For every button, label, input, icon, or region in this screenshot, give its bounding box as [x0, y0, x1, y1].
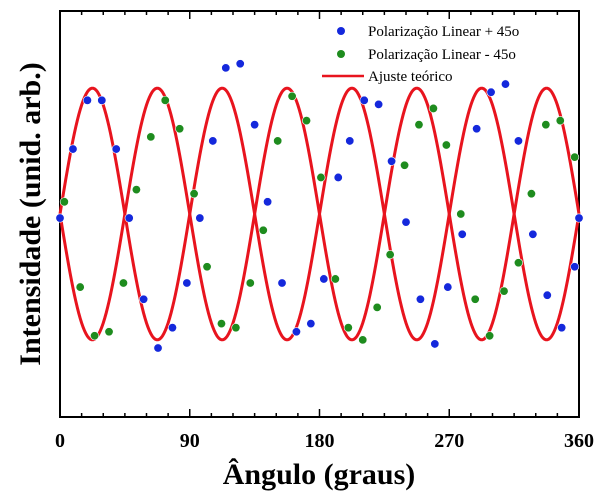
- point-green: [428, 103, 438, 113]
- point-blue: [345, 136, 355, 146]
- point-green: [555, 116, 565, 126]
- point-blue: [221, 63, 231, 73]
- point-blue: [319, 274, 329, 284]
- x-tick-label: 270: [434, 430, 464, 452]
- point-blue: [250, 120, 260, 130]
- y-axis-label: Intensidade (unid. arb.): [14, 62, 47, 365]
- point-green: [441, 140, 451, 150]
- point-green: [513, 258, 523, 268]
- legend-label-fit: Ajuste teórico: [368, 69, 453, 85]
- point-green: [231, 323, 241, 333]
- point-green: [59, 197, 69, 207]
- point-blue: [111, 144, 121, 154]
- point-green: [287, 91, 297, 101]
- point-blue: [557, 323, 567, 333]
- point-green: [118, 278, 128, 288]
- point-green: [245, 278, 255, 288]
- point-blue: [513, 136, 523, 146]
- point-green: [372, 302, 382, 312]
- point-green: [146, 132, 156, 142]
- point-blue: [306, 319, 316, 329]
- x-tick-label: 360: [564, 430, 594, 452]
- point-blue: [139, 294, 149, 304]
- point-blue: [528, 229, 538, 239]
- point-blue: [415, 294, 425, 304]
- point-green: [258, 225, 268, 235]
- x-axis-label: Ângulo (graus): [223, 458, 416, 491]
- point-blue: [55, 213, 65, 223]
- legend-marker-green: [337, 50, 345, 58]
- point-blue: [359, 95, 369, 105]
- fit-curves: [58, 86, 581, 342]
- point-blue: [457, 229, 467, 239]
- point-green: [343, 323, 353, 333]
- point-blue: [542, 290, 552, 300]
- legend: Polarização Linear + 45o Polarização Lin…: [322, 24, 519, 85]
- x-tick-label: 180: [305, 430, 335, 452]
- point-green: [175, 124, 185, 134]
- point-blue: [430, 339, 440, 349]
- point-blue: [333, 172, 343, 182]
- point-green: [189, 189, 199, 199]
- point-blue: [500, 79, 510, 89]
- point-green: [385, 250, 395, 260]
- point-blue: [153, 343, 163, 353]
- point-green: [90, 331, 100, 341]
- legend-label-green: Polarização Linear - 45o: [368, 47, 516, 63]
- point-green: [75, 282, 85, 292]
- point-blue: [124, 213, 134, 223]
- point-green: [104, 327, 114, 337]
- point-green: [202, 262, 212, 272]
- point-blue: [182, 278, 192, 288]
- point-blue: [401, 217, 411, 227]
- point-green: [456, 209, 466, 219]
- point-green: [273, 136, 283, 146]
- x-tick-label: 90: [180, 430, 200, 452]
- point-blue: [374, 99, 384, 109]
- point-green: [485, 331, 495, 341]
- point-green: [541, 120, 551, 130]
- point-blue: [277, 278, 287, 288]
- point-green: [216, 319, 226, 329]
- point-blue: [97, 95, 107, 105]
- point-green: [570, 152, 580, 162]
- data-points: [55, 59, 584, 353]
- point-blue: [195, 213, 205, 223]
- legend-marker-blue: [337, 27, 345, 35]
- point-green: [330, 274, 340, 284]
- point-blue: [82, 95, 92, 105]
- point-green: [316, 172, 326, 182]
- legend-label-blue: Polarização Linear + 45o: [368, 24, 519, 40]
- fit-curve-minus: [58, 86, 581, 342]
- point-blue: [235, 59, 245, 69]
- point-blue: [486, 87, 496, 97]
- point-blue: [443, 282, 453, 292]
- point-green: [302, 116, 312, 126]
- point-green: [160, 95, 170, 105]
- point-green: [131, 185, 141, 195]
- point-green: [358, 335, 368, 345]
- x-tick-label: 0: [55, 430, 65, 452]
- point-blue: [472, 124, 482, 134]
- point-green: [400, 160, 410, 170]
- point-blue: [574, 213, 584, 223]
- point-blue: [167, 323, 177, 333]
- point-green: [470, 294, 480, 304]
- point-blue: [208, 136, 218, 146]
- point-green: [414, 120, 424, 130]
- point-blue: [570, 262, 580, 272]
- point-green: [526, 189, 536, 199]
- point-blue: [263, 197, 273, 207]
- point-blue: [291, 327, 301, 337]
- point-green: [499, 286, 509, 296]
- axis-ticks: 0 90 180 270 360: [55, 11, 594, 452]
- point-blue: [387, 156, 397, 166]
- point-blue: [68, 144, 78, 154]
